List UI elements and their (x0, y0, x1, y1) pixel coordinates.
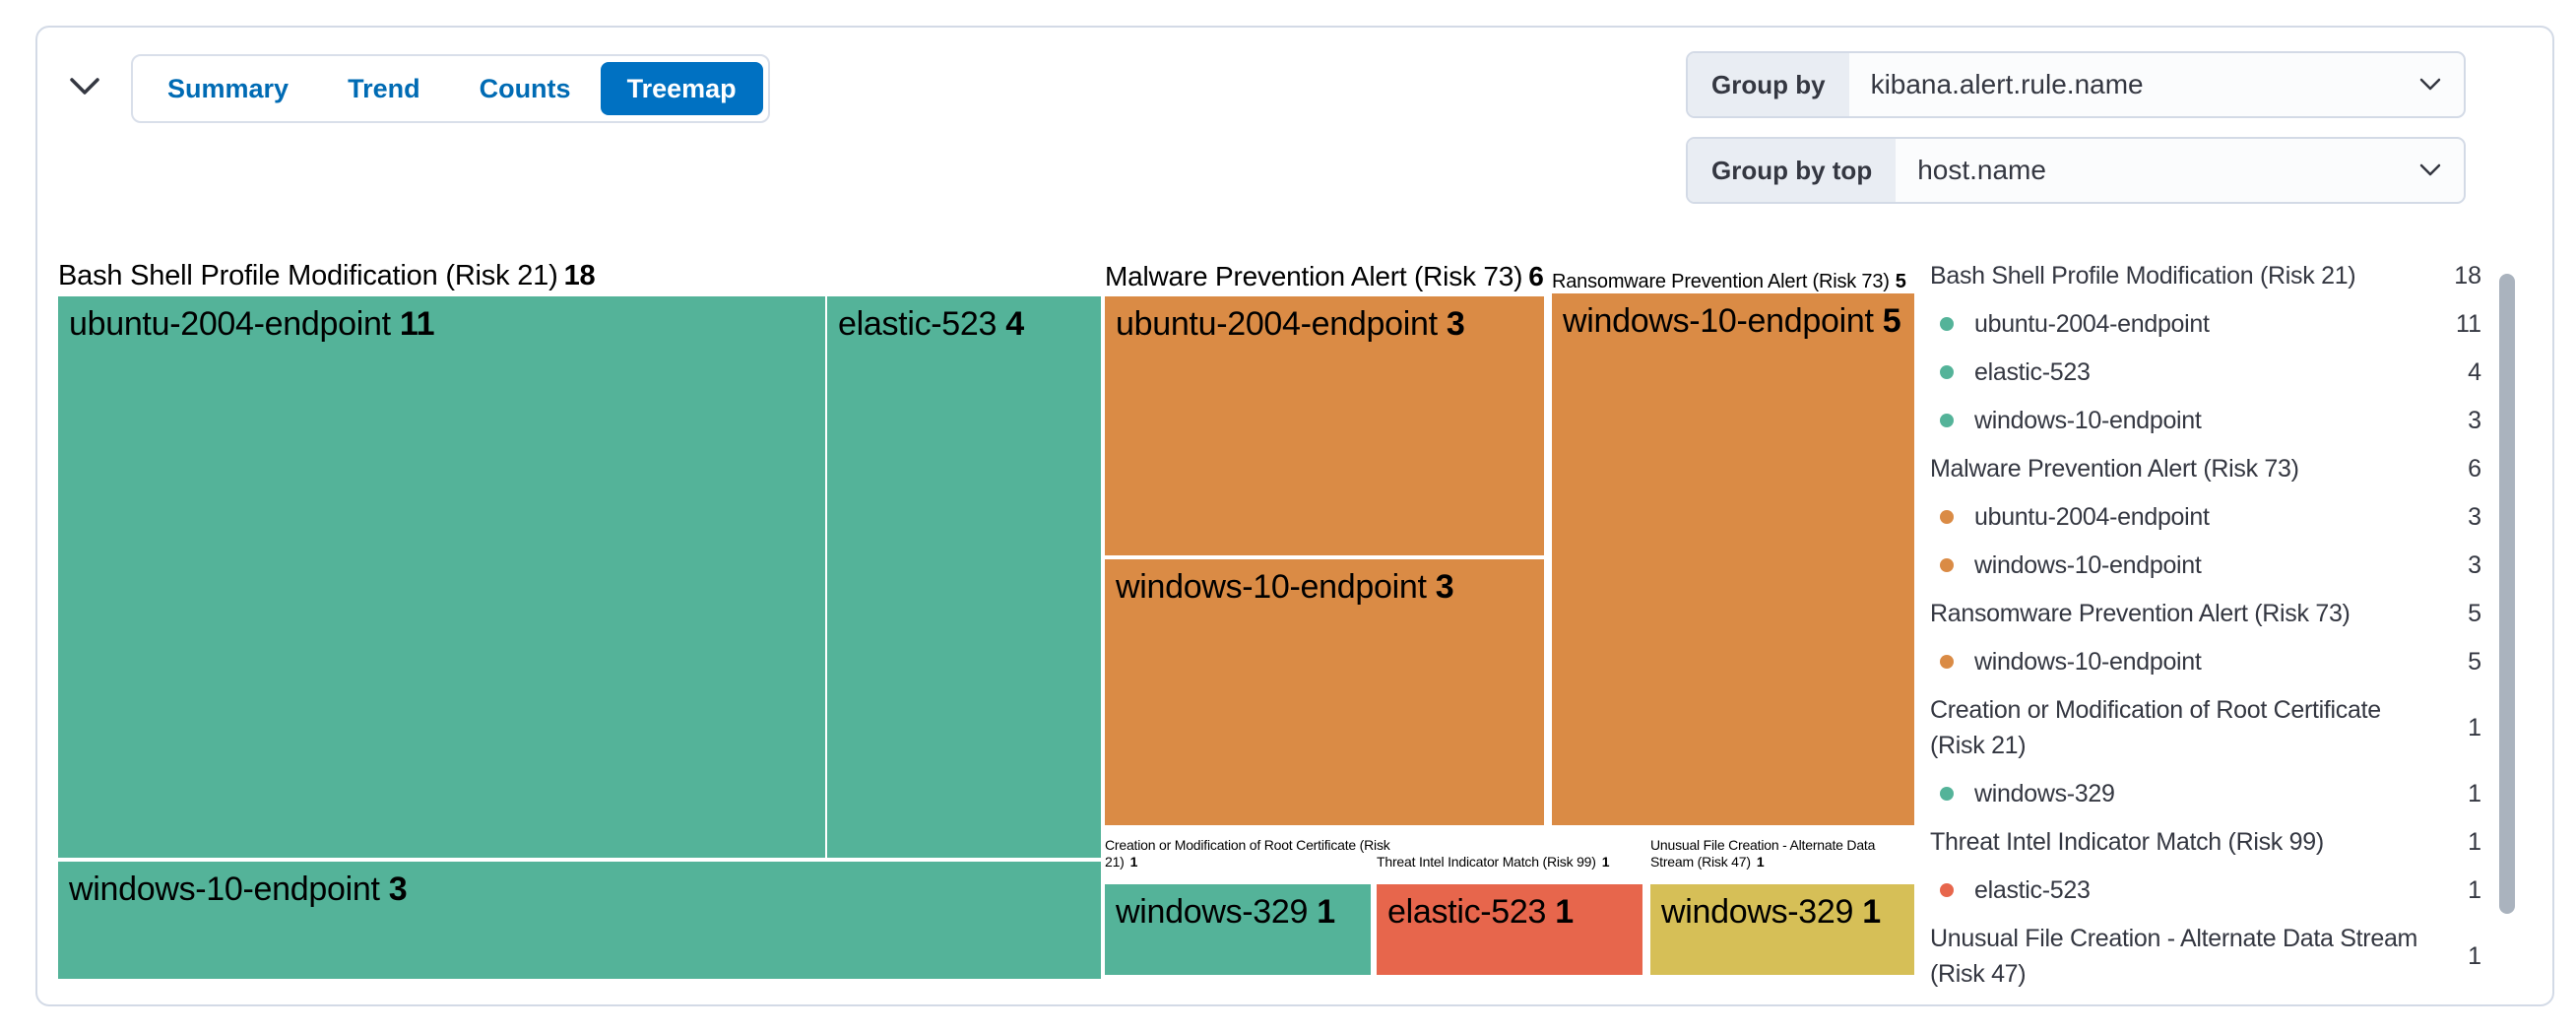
legend-label: windows-10-endpoint (1974, 648, 2202, 676)
legend-host-row[interactable]: ubuntu-2004-endpoint 11 (1930, 306, 2481, 342)
legend-color-dot (1940, 787, 1954, 801)
legend-rule-row[interactable]: Bash Shell Profile Modification (Risk 21… (1930, 258, 2481, 293)
legend-color-dot (1940, 558, 1954, 572)
collapse-section-button[interactable] (61, 63, 108, 110)
treemap-cell[interactable]: elastic-523 1 (1377, 884, 1642, 975)
treemap-group-header: Ransomware Prevention Alert (Risk 73) 5 (1552, 270, 1906, 292)
legend-rule-row[interactable]: Unusual File Creation - Alternate Data S… (1930, 921, 2481, 992)
treemap-cell[interactable]: windows-329 1 (1105, 884, 1371, 975)
legend-color-dot (1940, 883, 1954, 897)
treemap-cell[interactable]: windows-329 1 (1650, 884, 1914, 975)
legend-color-dot (1940, 317, 1954, 331)
alerts-treemap: Bash Shell Profile Modification (Risk 21… (58, 256, 1914, 981)
chevron-down-icon (2418, 77, 2442, 93)
legend-count: 1 (2468, 780, 2481, 807)
legend-host-row[interactable]: windows-329 1 (1930, 776, 2481, 811)
treemap-group-header: Bash Shell Profile Modification (Risk 21… (58, 259, 596, 291)
legend-color-dot (1940, 414, 1954, 427)
legend-count: 4 (2468, 358, 2481, 386)
legend-count: 3 (2468, 551, 2481, 579)
legend-count: 5 (2468, 648, 2481, 676)
tab-trend[interactable]: Trend (318, 62, 450, 115)
tab-summary[interactable]: Summary (138, 62, 318, 115)
group-by-top-label: Group by top (1688, 139, 1897, 202)
group-by-select[interactable]: kibana.alert.rule.name (1849, 53, 2464, 116)
legend-scrollbar-thumb[interactable] (2499, 274, 2515, 914)
group-by-top-select[interactable]: host.name (1896, 139, 2464, 202)
treemap-group-header: Threat Intel Indicator Match (Risk 99) 1 (1377, 853, 1610, 870)
legend-color-dot (1940, 510, 1954, 524)
legend-label: ubuntu-2004-endpoint (1974, 503, 2210, 531)
legend-host-row[interactable]: windows-10-endpoint 3 (1930, 548, 2481, 583)
treemap-group-header: Creation or Modification of Root Certifi… (1105, 836, 1390, 870)
legend-label: Creation or Modification of Root Certifi… (1930, 696, 2381, 759)
chevron-down-icon (2418, 162, 2442, 178)
legend-host-row[interactable]: ubuntu-2004-endpoint 3 (1930, 499, 2481, 535)
legend-label: Ransomware Prevention Alert (Risk 73) (1930, 600, 2351, 627)
legend-label: elastic-523 (1974, 358, 2091, 386)
tab-treemap[interactable]: Treemap (600, 62, 763, 115)
treemap-cell[interactable]: windows-10-endpoint 3 (58, 862, 1101, 979)
legend-count: 11 (2456, 310, 2481, 338)
legend-rule-row[interactable]: Ransomware Prevention Alert (Risk 73) 5 (1930, 596, 2481, 631)
group-by-top-value: host.name (1917, 155, 2046, 185)
treemap-group-header: Unusual File Creation - Alternate Data S… (1650, 836, 1876, 870)
legend-color-dot (1940, 655, 1954, 669)
tab-counts[interactable]: Counts (450, 62, 601, 115)
legend-count: 3 (2468, 503, 2481, 531)
legend-count: 3 (2468, 407, 2481, 434)
legend-rule-row[interactable]: Creation or Modification of Root Certifi… (1930, 692, 2481, 763)
legend-label: windows-10-endpoint (1974, 407, 2202, 434)
treemap-cell[interactable]: elastic-523 4 (827, 296, 1101, 858)
legend-count: 1 (2468, 876, 2481, 904)
legend-count: 18 (2454, 262, 2481, 290)
legend-label: elastic-523 (1974, 876, 2091, 904)
treemap-group-header: Malware Prevention Alert (Risk 73) 6 (1105, 260, 1544, 291)
legend-count: 6 (2468, 455, 2481, 483)
legend-rule-row[interactable]: Malware Prevention Alert (Risk 73) 6 (1930, 451, 2481, 486)
group-by-value: kibana.alert.rule.name (1870, 69, 2144, 99)
legend-host-row[interactable]: elastic-523 4 (1930, 355, 2481, 390)
legend-label: Threat Intel Indicator Match (Risk 99) (1930, 828, 2324, 856)
legend-label: windows-10-endpoint (1974, 551, 2202, 579)
legend-count: 1 (2468, 942, 2481, 970)
treemap-legend: Bash Shell Profile Modification (Risk 21… (1930, 258, 2481, 1004)
treemap-cell[interactable]: windows-10-endpoint 3 (1105, 559, 1544, 825)
legend-label: Unusual File Creation - Alternate Data S… (1930, 925, 2418, 988)
legend-count: 5 (2468, 600, 2481, 627)
legend-host-row[interactable]: elastic-523 1 (1930, 872, 2481, 908)
view-selector-tab-group: Summary Trend Counts Treemap (131, 54, 770, 123)
legend-label: ubuntu-2004-endpoint (1974, 310, 2210, 338)
legend-host-row[interactable]: windows-10-endpoint 3 (1930, 403, 2481, 438)
treemap-cell[interactable]: ubuntu-2004-endpoint 11 (58, 296, 825, 858)
legend-label: windows-329 (1974, 780, 2115, 807)
treemap-cell[interactable]: ubuntu-2004-endpoint 3 (1105, 296, 1544, 555)
legend-count: 1 (2468, 828, 2481, 856)
legend-count: 1 (2468, 714, 2481, 742)
group-by-top-control: Group by top host.name (1686, 137, 2466, 204)
chevron-down-icon (68, 76, 101, 97)
legend-host-row[interactable]: windows-10-endpoint 5 (1930, 644, 2481, 679)
group-by-label: Group by (1688, 53, 1849, 116)
group-by-control: Group by kibana.alert.rule.name (1686, 51, 2466, 118)
legend-color-dot (1940, 365, 1954, 379)
legend-label: Bash Shell Profile Modification (Risk 21… (1930, 262, 2356, 290)
legend-rule-row[interactable]: Threat Intel Indicator Match (Risk 99) 1 (1930, 824, 2481, 860)
treemap-cell[interactable]: windows-10-endpoint 5 (1552, 293, 1914, 825)
legend-label: Malware Prevention Alert (Risk 73) (1930, 455, 2299, 483)
